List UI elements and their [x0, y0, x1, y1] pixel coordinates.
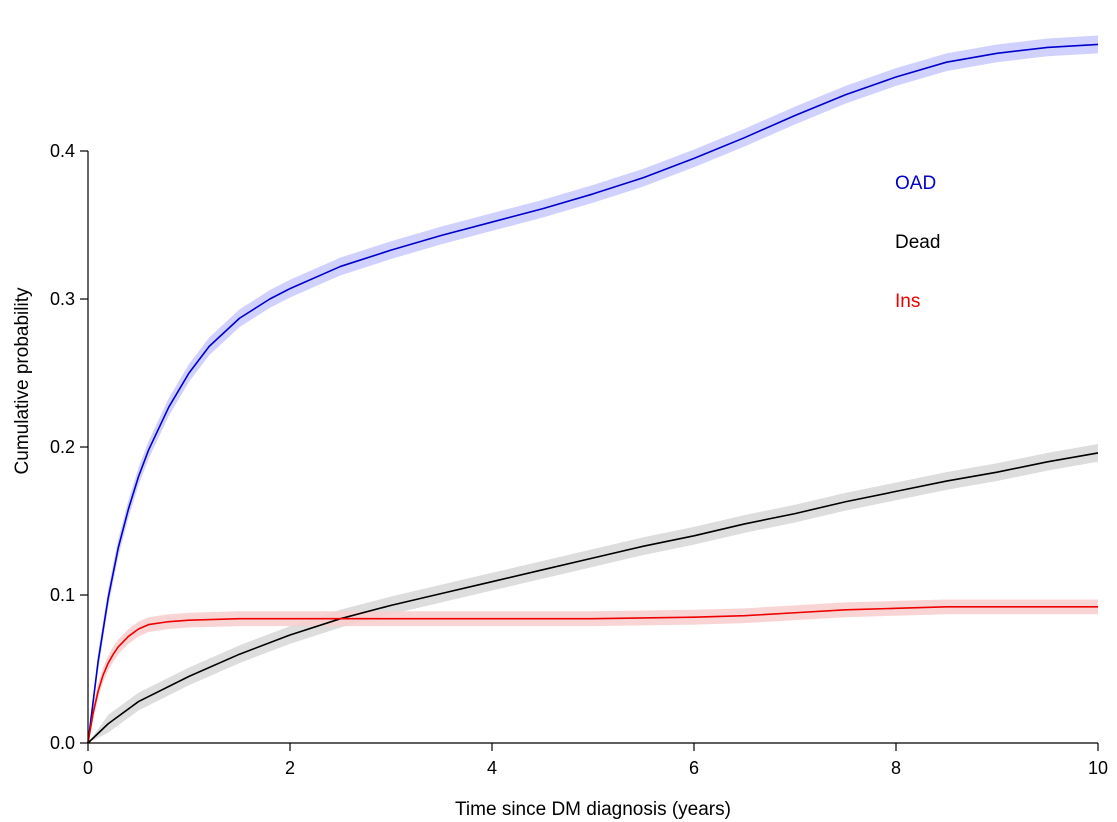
series-lines	[87, 43, 1099, 744]
y-tick-label: 0.2	[50, 437, 75, 457]
y-axis-title: Cumulative probability	[12, 287, 33, 474]
band-dead	[88, 444, 1098, 743]
y-tick-label: 0.0	[50, 733, 75, 753]
x-tick-label: 4	[487, 758, 497, 778]
x-tick-label: 2	[285, 758, 295, 778]
line-ins	[87, 606, 1098, 744]
band-ins	[88, 599, 1098, 743]
x-tick-label: 6	[689, 758, 699, 778]
confidence-bands	[88, 35, 1098, 744]
axes: 0.0 0.1 0.2 0.3 0.4 0 2 4 6 8 10	[50, 141, 1108, 778]
legend-label-oad: OAD	[895, 173, 936, 194]
y-tick-label: 0.3	[50, 289, 75, 309]
line-oad	[87, 43, 1099, 744]
x-tick-label: 8	[891, 758, 901, 778]
line-dead	[87, 452, 1099, 744]
x-axis-title: Time since DM diagnosis (years)	[455, 799, 731, 820]
x-tick-label: 10	[1088, 758, 1108, 778]
legend: OAD Dead Ins	[895, 173, 940, 312]
legend-label-ins: Ins	[895, 291, 920, 312]
band-oad	[88, 35, 1098, 744]
x-tick-label: 0	[83, 758, 93, 778]
legend-label-dead: Dead	[895, 232, 940, 253]
y-tick-label: 0.1	[50, 585, 75, 605]
y-tick-label: 0.4	[50, 141, 75, 161]
